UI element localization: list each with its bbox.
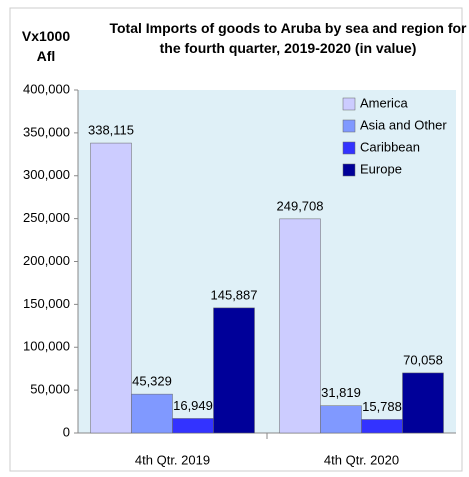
- y-axis-label: Vx1000 Afl: [21, 28, 71, 64]
- bar: [320, 405, 362, 434]
- legend-label: Asia and Other: [360, 117, 447, 132]
- legend-swatch: [342, 97, 356, 111]
- legend-label: Caribbean: [360, 139, 420, 154]
- value-label: 15,788: [362, 399, 402, 414]
- legend-label: Europe: [360, 161, 402, 176]
- y-tick-label: 50,000: [30, 382, 70, 397]
- y-tick-label: 250,000: [23, 210, 70, 225]
- legend-label: America: [360, 95, 408, 110]
- y-tick-label: 100,000: [23, 339, 70, 354]
- value-label: 45,329: [132, 374, 172, 389]
- y-tick-label: 0: [63, 424, 70, 439]
- y-tick-label: 200,000: [23, 253, 70, 268]
- bar: [213, 307, 255, 434]
- x-tick-label: 4th Qtr. 2020: [324, 452, 399, 467]
- value-label: 70,058: [403, 352, 443, 367]
- value-label: 338,115: [88, 123, 134, 138]
- bar: [402, 372, 444, 434]
- legend-swatch: [342, 163, 356, 177]
- plot-area: [78, 90, 456, 433]
- bar: [172, 418, 214, 434]
- bar: [279, 218, 321, 434]
- legend-swatch: [342, 119, 356, 133]
- bar: [361, 419, 403, 434]
- legend-swatch: [342, 141, 356, 155]
- y-tick-label: 400,000: [23, 81, 70, 96]
- value-label: 145,887: [211, 287, 258, 302]
- x-tick-label: 4th Qtr. 2019: [135, 452, 210, 467]
- bar: [90, 142, 132, 434]
- chart-title: Total Imports of goods to Aruba by sea a…: [109, 20, 467, 56]
- value-label: 31,819: [321, 385, 361, 400]
- y-tick-label: 300,000: [23, 167, 70, 182]
- y-tick-label: 350,000: [23, 124, 70, 139]
- bar: [131, 393, 173, 434]
- value-label: 249,708: [277, 198, 324, 213]
- value-label: 16,949: [173, 398, 213, 413]
- y-tick-label: 150,000: [23, 296, 70, 311]
